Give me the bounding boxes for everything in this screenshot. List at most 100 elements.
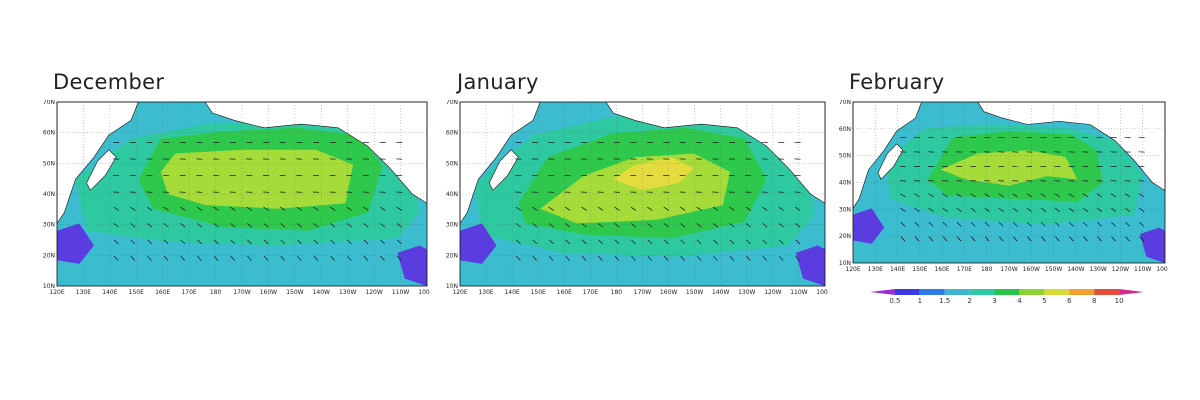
wind-arrow [745, 239, 751, 245]
wind-arrow [1110, 207, 1117, 212]
wind-arrow [313, 255, 319, 261]
land-mass [459, 101, 541, 225]
colorbar-cap [870, 289, 895, 295]
wind-arrow [942, 193, 948, 198]
map-december: 120E 130E 140E 150E 160E 170E 180 170W 160W 150W 1… [43, 100, 430, 296]
y-tick-label: 60N [43, 130, 55, 137]
wind-arrow [984, 222, 990, 227]
wind-arrow [263, 206, 269, 211]
wind-arrow [1054, 207, 1060, 212]
wind-arrow [680, 239, 686, 245]
wave-zone-low [853, 208, 885, 244]
panel-title: December [53, 70, 165, 94]
wind-arrow [1097, 236, 1102, 242]
wind-arrow [729, 223, 735, 228]
wind-arrow [745, 206, 752, 211]
wind-arrow [1139, 236, 1144, 242]
wind-arrow [180, 206, 186, 211]
wind-arrow [180, 255, 186, 261]
wind-arrow [1083, 236, 1088, 242]
wind-arrow [745, 223, 751, 228]
x-tick-label: 130E [478, 289, 493, 296]
land-mass [86, 149, 117, 191]
wind-arrow [984, 236, 990, 242]
wind-arrow [647, 255, 653, 261]
wind-arrow [597, 206, 604, 211]
wind-arrows [515, 141, 801, 261]
x-tick-label: 110W [790, 289, 807, 296]
wind-arrow [565, 255, 570, 261]
wind-arrow [247, 255, 252, 261]
wind-arrow [984, 193, 990, 198]
wind-arrow [762, 239, 768, 245]
x-tick-label: 120E [845, 266, 860, 273]
wind-arrow [346, 223, 352, 228]
colorbar-cap [1119, 289, 1144, 295]
x-tick-label: 160W [260, 289, 277, 296]
map-frame [459, 101, 826, 287]
wind-arrow [180, 239, 186, 245]
wind-arrow [970, 193, 976, 198]
wind-arrow [213, 239, 219, 245]
y-tick-label: 40N [43, 191, 55, 198]
wind-arrows [899, 136, 1145, 242]
wind-arrow [1040, 222, 1046, 227]
wind-arrow [548, 223, 554, 228]
wind-arrow [928, 207, 934, 212]
wind-arrow [984, 207, 990, 212]
land-mass [56, 101, 139, 225]
colorbar-segment [919, 289, 945, 295]
colorbar-label: 1.5 [939, 297, 950, 305]
map-frame [852, 101, 1166, 264]
panel-december: December 120E 130E 140E 150E 160E 170E 180 170W… [0, 0, 440, 310]
x-tick-label: 150E [531, 289, 546, 296]
colorbar-label: 1 [918, 297, 922, 305]
wind-arrow [1138, 193, 1145, 198]
map-february: 120E 130E 140E 150E 160E 170E 180 170W 160W 150W 1… [839, 100, 1168, 273]
wind-arrow [196, 223, 203, 228]
wind-arrow [1111, 236, 1116, 242]
wind-arrow [246, 206, 253, 211]
wind-arrow [565, 206, 571, 211]
wind-arrow [329, 206, 336, 211]
x-tick-label: 110W [392, 289, 409, 296]
wind-arrow [1138, 207, 1145, 212]
wind-arrow [515, 206, 522, 211]
wind-arrow [230, 255, 235, 261]
x-tick-label: 140W [313, 289, 330, 296]
wind-arrow [1012, 222, 1018, 227]
wind-arrow [1068, 222, 1074, 227]
x-tick-label: 120W [764, 289, 781, 296]
x-tick-label: 160E [557, 289, 572, 296]
wind-arrow [998, 193, 1004, 198]
y-tick-label: 10N [43, 283, 55, 290]
wind-arrow [680, 255, 685, 261]
wind-arrow [213, 206, 219, 211]
x-tick-label: 160E [155, 289, 170, 296]
wind-arrow [679, 206, 686, 211]
x-tick-label: 100W [1156, 266, 1168, 273]
wind-arrow [1111, 222, 1116, 227]
x-tick-label: 160W [1023, 266, 1040, 273]
colorbar-segment [1094, 289, 1120, 295]
wind-arrow [130, 239, 136, 245]
x-tick-label: 180 [210, 289, 222, 296]
wave-zone-low [57, 223, 94, 264]
x-tick-label: 150E [129, 289, 144, 296]
wind-arrow [663, 223, 669, 228]
wind-arrow [163, 239, 169, 245]
wind-arrow [1082, 207, 1089, 212]
wind-arrow [778, 239, 784, 245]
wave-zone-low [397, 245, 427, 286]
x-tick-label: 130E [76, 289, 91, 296]
wind-arrow [597, 223, 604, 228]
y-tick-label: 20N [43, 252, 55, 259]
wind-arrow [598, 239, 603, 245]
wind-arrow [614, 206, 620, 211]
wind-arrow [956, 207, 962, 212]
wind-arrow [280, 255, 285, 261]
wind-arrow [647, 223, 653, 228]
wind-arrow [532, 239, 538, 245]
wind-arrow [1026, 222, 1032, 227]
wind-arrow [532, 255, 538, 261]
